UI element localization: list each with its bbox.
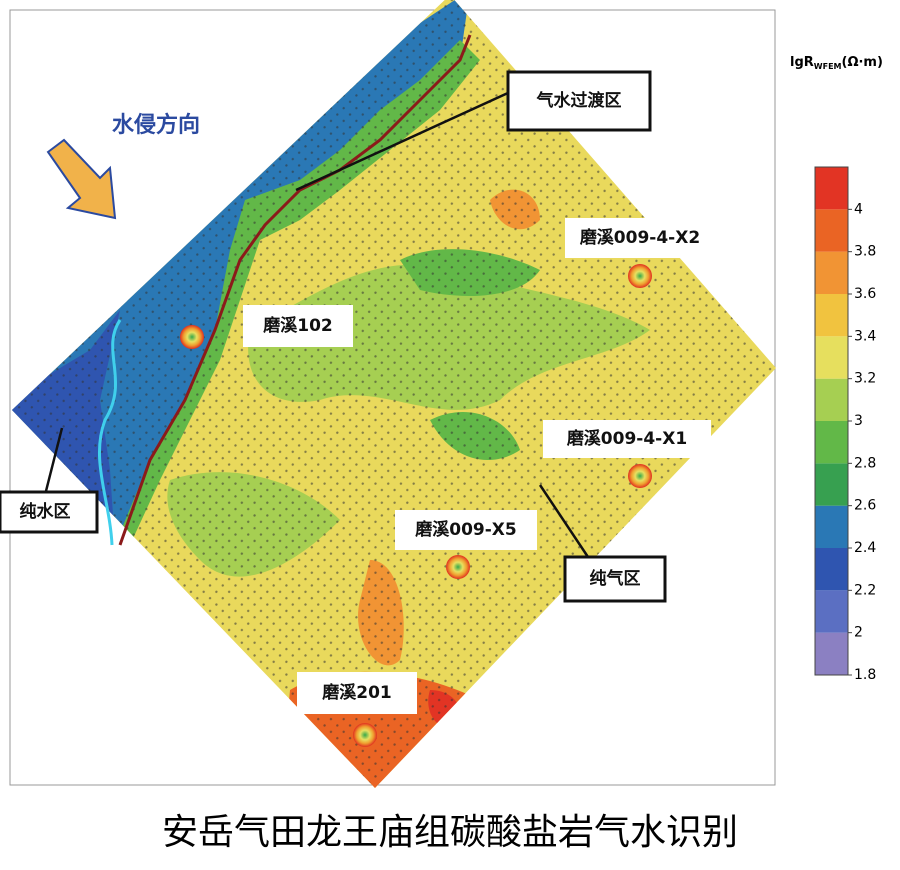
colorbar-band bbox=[815, 505, 848, 548]
leader-line bbox=[295, 90, 511, 192]
annotation-box bbox=[0, 490, 99, 534]
colorbar-band bbox=[815, 632, 848, 675]
colorbar-tick-label: 3.6 bbox=[854, 286, 876, 302]
colorbar-band bbox=[815, 421, 848, 464]
colorbar-band bbox=[815, 294, 848, 337]
colorbar-band bbox=[815, 167, 848, 210]
zone-label: 纯水区 bbox=[20, 501, 71, 522]
colorbar-band bbox=[815, 209, 848, 252]
direction-arrow bbox=[46, 138, 117, 220]
colorbar-band bbox=[815, 378, 848, 421]
colorbar-tick-label: 3 bbox=[854, 413, 863, 429]
well-marker bbox=[446, 555, 470, 579]
colorbar-tick-label: 3.2 bbox=[854, 371, 876, 387]
gas-water-boundary bbox=[118, 34, 472, 546]
colorbar-unit: (Ω·m) bbox=[842, 55, 883, 70]
well-label: 磨溪009-4-X1 bbox=[567, 428, 687, 449]
well-marker bbox=[628, 264, 652, 288]
colorbar-tick-label: 3.8 bbox=[854, 244, 876, 260]
water-line bbox=[97, 319, 122, 546]
colorbar-band bbox=[815, 590, 848, 633]
colorbar-tick-label: 2.2 bbox=[854, 582, 876, 598]
colorbar-band bbox=[815, 548, 848, 591]
zone-label: 气水过渡区 bbox=[536, 90, 622, 111]
colorbar: 1.8 2 2.2 2.4 2.6 2.8 3 3.2 3.4 3.6 3.8 4 bbox=[814, 166, 876, 683]
colorbar-tick-label: 4 bbox=[854, 201, 863, 217]
leader-line bbox=[538, 484, 592, 561]
well-label: 磨溪009-X5 bbox=[415, 519, 516, 540]
well-label: 磨溪009-4-X2 bbox=[580, 227, 700, 248]
zone-label: 纯气区 bbox=[590, 568, 641, 589]
direction-label: 水侵方向 bbox=[112, 112, 200, 138]
label-box bbox=[243, 305, 353, 347]
map-frame bbox=[9, 9, 776, 786]
label-box bbox=[297, 672, 417, 714]
leader-line bbox=[43, 427, 64, 496]
annotation-box bbox=[563, 555, 667, 603]
colorbar-tick-label: 2.4 bbox=[854, 540, 876, 556]
caption: 安岳气田龙王庙组碳酸盐岩气水识别 bbox=[162, 812, 738, 853]
colorbar-subscript: WFEM bbox=[814, 62, 842, 71]
well-marker bbox=[628, 464, 652, 488]
annotation-box bbox=[506, 70, 652, 132]
well-label: 磨溪102 bbox=[263, 315, 333, 336]
colorbar-tick-label: 2 bbox=[854, 625, 863, 641]
colorbar-title: lgRWFEM(Ω·m) bbox=[790, 55, 883, 71]
colorbar-band bbox=[815, 251, 848, 294]
colorbar-tick-label: 1.8 bbox=[854, 667, 876, 683]
colorbar-band bbox=[815, 463, 848, 506]
colorbar-tick-label: 2.8 bbox=[854, 455, 876, 471]
label-box bbox=[565, 218, 715, 258]
colorbar-tick-label: 3.4 bbox=[854, 328, 876, 344]
colorbar-band bbox=[815, 336, 848, 379]
well-label: 磨溪201 bbox=[322, 682, 392, 703]
label-box bbox=[543, 420, 711, 458]
label-box bbox=[395, 510, 537, 550]
colorbar-tick-label: 2.6 bbox=[854, 498, 876, 514]
well-marker bbox=[353, 723, 377, 747]
colorbar-title-main: lgR bbox=[790, 55, 814, 70]
well-marker bbox=[180, 325, 204, 349]
